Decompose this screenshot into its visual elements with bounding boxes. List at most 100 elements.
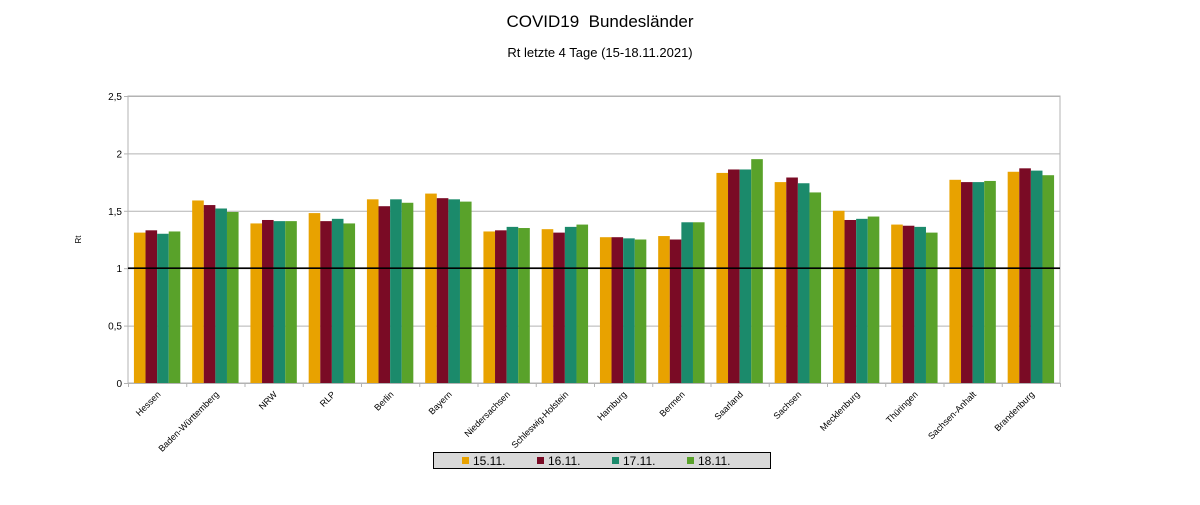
x-tick-label: Bermen	[657, 389, 686, 418]
y-tick-label: 1,5	[108, 207, 122, 218]
bar	[401, 202, 414, 383]
bar	[961, 182, 973, 383]
x-tick-label: Brandenburg	[992, 389, 1036, 433]
x-tick-label: Sachsen	[771, 389, 803, 421]
bar	[611, 237, 624, 383]
legend-label: 18.11.	[698, 453, 731, 468]
y-tick-label: 2	[116, 149, 122, 160]
bar	[273, 221, 286, 383]
bar	[541, 229, 554, 383]
x-tick-label: Schleswig-Holstein	[509, 389, 570, 450]
x-tick-label: Niedersachsen	[463, 389, 513, 439]
bar	[891, 224, 903, 383]
bar	[553, 232, 565, 383]
x-tick-label: Sachsen-Anhalt	[926, 389, 978, 441]
bar	[390, 199, 402, 383]
bar	[343, 223, 356, 383]
legend-item: 18.11.	[687, 454, 762, 468]
legend-swatch	[612, 457, 619, 464]
bar	[308, 213, 321, 383]
bar	[844, 219, 857, 383]
bar	[949, 179, 962, 383]
x-tick-label: Thüringen	[884, 389, 920, 425]
y-tick-label: 2,5	[108, 92, 122, 103]
bar	[739, 169, 752, 383]
bar	[506, 226, 519, 383]
bar	[599, 237, 612, 383]
bar	[285, 221, 297, 383]
bar	[215, 208, 227, 383]
bar	[226, 211, 239, 383]
x-tick-label: Hessen	[134, 389, 163, 418]
y-tick-label: 0	[116, 379, 122, 390]
bar	[576, 224, 589, 383]
bar	[1019, 168, 1031, 383]
bar	[623, 238, 635, 383]
x-tick-label: Mecklenburg	[818, 389, 862, 433]
x-tick-label: Baden-Württemberg	[156, 389, 220, 453]
legend-swatch	[537, 457, 544, 464]
x-tick-label: Saarland	[712, 389, 745, 422]
y-tick-label: 1	[116, 264, 122, 275]
bar	[168, 231, 181, 383]
bar	[925, 232, 938, 383]
bar	[262, 219, 274, 383]
bar	[436, 198, 449, 383]
bar	[984, 180, 996, 383]
legend-swatch	[462, 457, 469, 464]
bar	[914, 226, 926, 383]
bar	[564, 226, 577, 383]
bar	[681, 222, 693, 383]
bar	[145, 230, 158, 383]
bar	[658, 236, 670, 383]
bar	[448, 199, 460, 383]
x-tick-label: NRW	[257, 389, 280, 412]
legend-item: 17.11.	[612, 454, 687, 468]
bar	[192, 200, 204, 383]
bar	[133, 232, 146, 383]
bar	[495, 230, 507, 383]
bar	[320, 221, 332, 383]
bar	[1030, 170, 1043, 383]
bar	[378, 206, 391, 383]
bar	[250, 223, 263, 383]
x-tick-label: Berlin	[372, 389, 395, 412]
legend-label: 15.11.	[473, 453, 506, 468]
chart-subtitle: Rt letzte 4 Tage (15-18.11.2021)	[507, 45, 693, 60]
bar	[809, 192, 822, 383]
x-tick-label: Bayern	[427, 389, 454, 416]
bar	[774, 182, 787, 383]
bar	[832, 210, 845, 383]
bar	[157, 233, 169, 383]
bar	[483, 231, 496, 383]
bar	[669, 239, 682, 383]
y-axis-label: Rt	[74, 235, 83, 244]
bar	[902, 225, 915, 383]
bar	[972, 182, 985, 383]
bar	[366, 199, 379, 383]
bar	[425, 193, 437, 383]
bar	[1042, 175, 1055, 383]
bar	[716, 172, 729, 383]
legend-label: 16.11.	[548, 453, 581, 468]
bar	[751, 159, 763, 383]
bar	[459, 201, 472, 383]
bar	[856, 218, 868, 383]
bar	[867, 216, 880, 383]
bar	[634, 239, 647, 383]
bar	[692, 222, 705, 383]
x-tick-label: RLP	[318, 389, 337, 408]
legend-swatch	[687, 457, 694, 464]
legend-item: 16.11.	[537, 454, 612, 468]
bar	[331, 218, 344, 383]
legend-label: 17.11.	[623, 453, 656, 468]
bar	[518, 228, 530, 383]
y-tick-label: 0,5	[108, 322, 122, 333]
x-tick-label: Hamburg	[595, 389, 628, 422]
legend: 15.11. 16.11. 17.11. 18.11.	[433, 452, 771, 469]
legend-item: 15.11.	[462, 454, 537, 468]
bar	[728, 169, 740, 383]
bar	[1007, 171, 1020, 383]
bar	[203, 205, 216, 383]
